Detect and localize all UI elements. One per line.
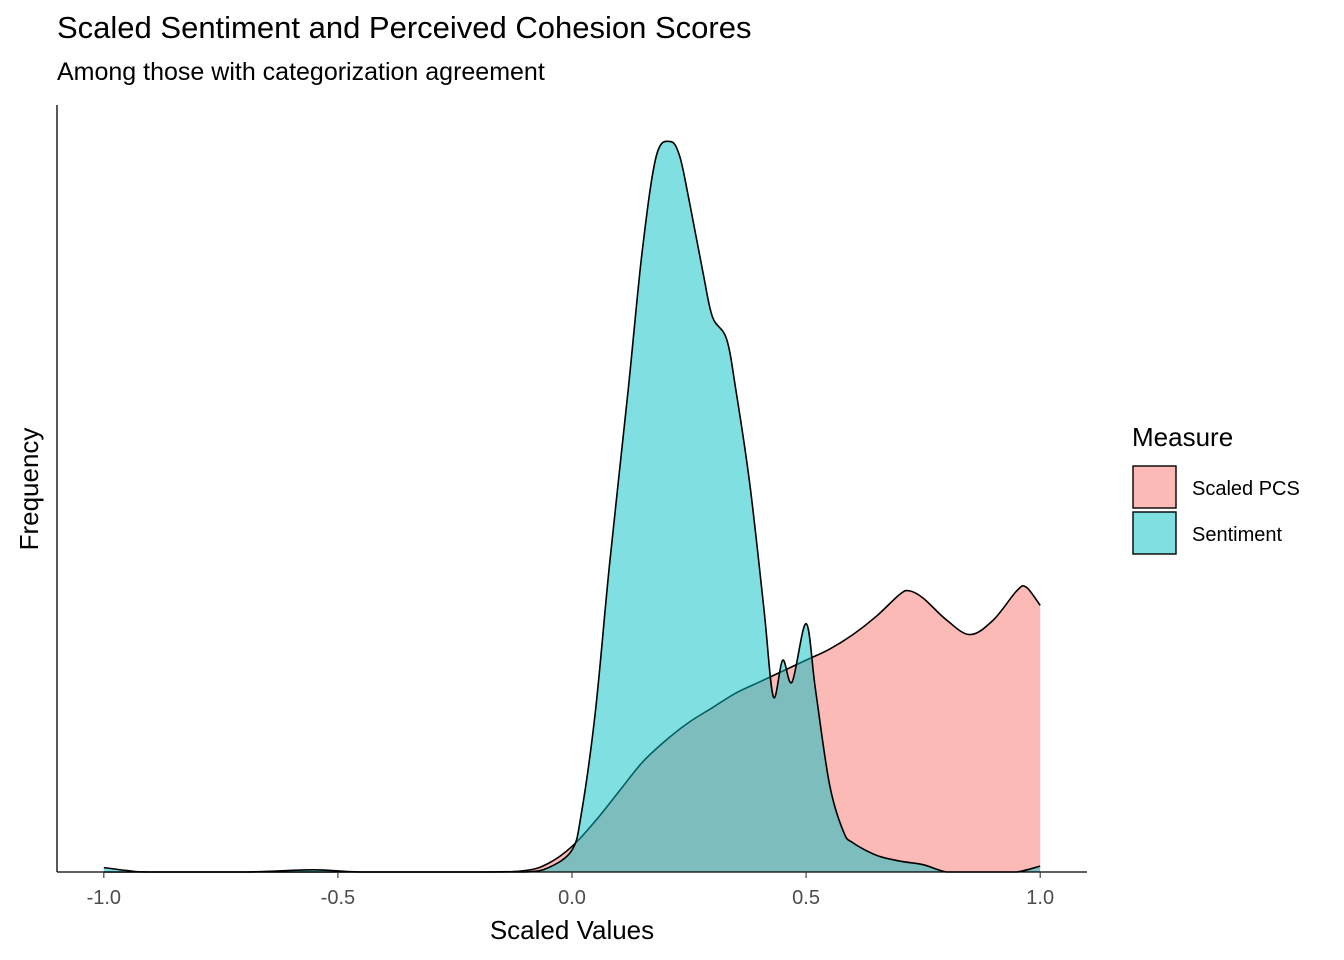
legend-key (1132, 511, 1177, 555)
density-areas (103, 140, 1041, 873)
chart-subtitle: Among those with categorization agreemen… (57, 58, 545, 86)
density-area-sentiment (103, 141, 1041, 872)
y-axis-title: Frequency (14, 428, 44, 551)
legend-items: Scaled PCS Sentiment (1132, 465, 1300, 555)
legend-label: Scaled PCS (1192, 478, 1300, 500)
x-tick-label: 1.0 (1026, 887, 1054, 909)
legend-label: Sentiment (1192, 524, 1282, 546)
x-tick-label: 0.0 (558, 887, 586, 909)
x-tick-label: -0.5 (321, 887, 355, 909)
x-axis-ticks: -1.0 -0.5 0.0 0.5 1.0 (87, 872, 1054, 909)
x-tick-label: -1.0 (87, 887, 121, 909)
legend: Measure Scaled PCS Sentiment (1132, 422, 1300, 555)
legend-title: Measure (1132, 422, 1233, 452)
legend-key (1132, 465, 1177, 509)
x-tick-label: 0.5 (792, 887, 820, 909)
chart-title: Scaled Sentiment and Perceived Cohesion … (57, 10, 752, 45)
density-area-scaled-pcs (103, 585, 1041, 872)
x-axis-title: Scaled Values (490, 915, 654, 945)
